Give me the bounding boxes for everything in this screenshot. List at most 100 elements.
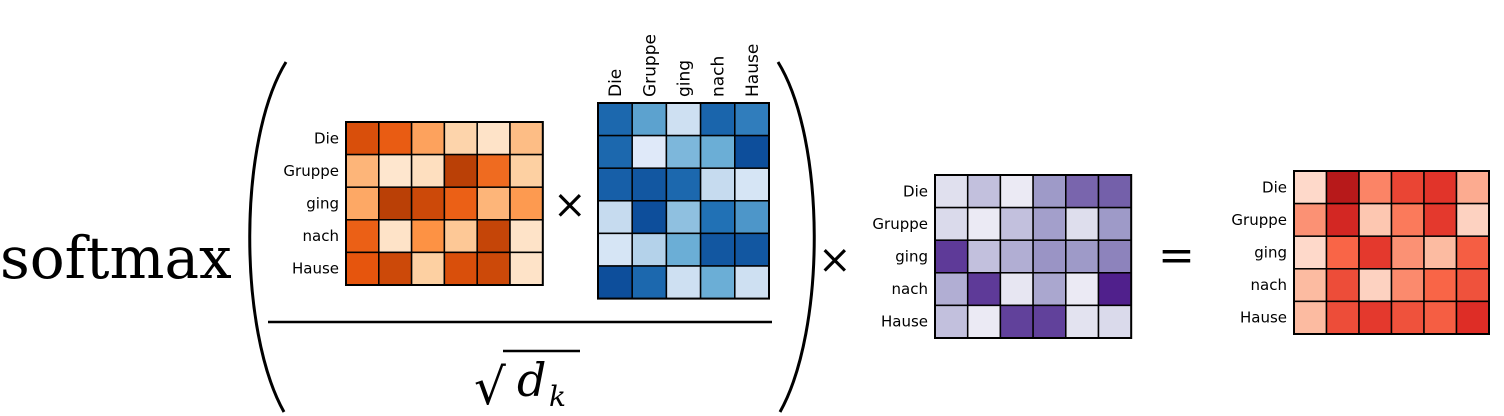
value-cell xyxy=(966,174,1002,209)
value-cell xyxy=(1097,272,1132,307)
query-cell xyxy=(345,219,380,254)
denominator-subscript: k xyxy=(549,380,566,413)
value-cell xyxy=(1065,174,1100,209)
value-row-label: Hause xyxy=(881,313,928,331)
output-row-label: Gruppe xyxy=(1231,211,1287,229)
value-cell xyxy=(966,304,1002,339)
query-cell xyxy=(410,219,446,254)
output-cell xyxy=(1293,202,1328,237)
query-cell xyxy=(509,251,544,286)
output-cell xyxy=(1325,202,1360,237)
key-transposed-cell xyxy=(699,102,736,137)
key-transposed-matrix-heatmap: Die Gruppe ging nach Hause xyxy=(597,34,770,300)
query-row-label: Gruppe xyxy=(283,162,339,180)
key-transposed-cell xyxy=(734,232,770,267)
key-transposed-col-label: nach xyxy=(709,56,729,97)
output-cell xyxy=(1325,235,1360,270)
key-transposed-cell xyxy=(597,134,633,169)
output-cell xyxy=(1325,268,1360,303)
value-cell xyxy=(934,174,969,209)
value-cell xyxy=(1065,206,1100,241)
key-transposed-cell xyxy=(597,200,633,235)
query-cell xyxy=(443,121,478,156)
value-cell xyxy=(999,206,1034,241)
value-cell xyxy=(934,239,969,274)
value-row-label: Die xyxy=(903,182,928,200)
output-row-label: Die xyxy=(1262,178,1287,196)
output-cell xyxy=(1293,235,1328,270)
key-transposed-cell xyxy=(597,167,633,202)
query-cell xyxy=(509,153,544,188)
output-cell xyxy=(1423,170,1458,205)
key-transposed-cell xyxy=(631,102,668,137)
query-cell xyxy=(378,121,413,156)
query-cell xyxy=(410,251,446,286)
query-cell xyxy=(443,186,478,221)
query-cell xyxy=(443,153,478,188)
query-row-label: nach xyxy=(303,227,339,245)
query-cell xyxy=(410,153,446,188)
value-cell xyxy=(1032,272,1067,307)
output-cell xyxy=(1455,202,1490,237)
query-row-label: Die xyxy=(314,129,339,147)
key-transposed-cell xyxy=(734,200,770,235)
output-row-label: ging xyxy=(1254,244,1287,262)
key-transposed-cell xyxy=(597,102,633,137)
value-cell xyxy=(966,206,1002,241)
times-sign-v: × xyxy=(818,237,852,283)
value-cell xyxy=(1032,304,1067,339)
output-cell xyxy=(1390,170,1425,205)
left-parenthesis xyxy=(248,61,288,413)
key-transposed-cell xyxy=(665,265,702,300)
query-cell xyxy=(476,153,511,188)
key-transposed-cell xyxy=(699,167,736,202)
key-transposed-border xyxy=(597,102,770,300)
query-cell xyxy=(509,219,544,254)
query-row-label: ging xyxy=(306,195,339,213)
denominator-variable: d xyxy=(517,353,546,407)
output-cell xyxy=(1358,170,1393,205)
query-cell xyxy=(509,121,544,156)
key-transposed-cell xyxy=(665,134,702,169)
value-cell xyxy=(966,272,1002,307)
output-cell xyxy=(1423,300,1458,335)
query-cell xyxy=(378,219,413,254)
output-cell xyxy=(1390,300,1425,335)
value-cell xyxy=(1065,272,1100,307)
key-transposed-cell xyxy=(734,167,770,202)
value-cell xyxy=(1065,239,1100,274)
output-cell xyxy=(1358,300,1393,335)
output-cell xyxy=(1455,170,1490,205)
key-transposed-cell xyxy=(665,200,702,235)
sqrt-symbol: √ xyxy=(474,358,506,416)
key-transposed-col-label: Hause xyxy=(743,44,763,97)
value-cell xyxy=(999,174,1034,209)
query-cell xyxy=(410,186,446,221)
key-transposed-cell xyxy=(699,134,736,169)
key-transposed-cell xyxy=(734,102,770,137)
key-transposed-cell xyxy=(699,232,736,267)
key-transposed-cell xyxy=(597,232,633,267)
output-row-label: nach xyxy=(1251,276,1287,294)
value-cell xyxy=(999,304,1034,339)
query-cell xyxy=(378,153,413,188)
value-matrix-heatmap: Die Gruppe ging nach Hause xyxy=(872,174,1133,339)
value-cell xyxy=(1097,174,1132,209)
output-cell xyxy=(1455,300,1490,335)
output-row-label: Hause xyxy=(1240,309,1287,327)
query-cell xyxy=(345,121,380,156)
output-cell xyxy=(1390,235,1425,270)
query-cell xyxy=(345,186,380,221)
key-transposed-col-label: ging xyxy=(675,60,695,97)
query-cell xyxy=(443,219,478,254)
value-cell xyxy=(934,272,969,307)
value-cell xyxy=(934,304,969,339)
equals-sign: = xyxy=(1158,230,1195,281)
query-cell xyxy=(378,186,413,221)
output-cell xyxy=(1325,170,1360,205)
output-cell xyxy=(1455,268,1490,303)
value-cell xyxy=(999,272,1034,307)
value-cell xyxy=(1032,206,1067,241)
